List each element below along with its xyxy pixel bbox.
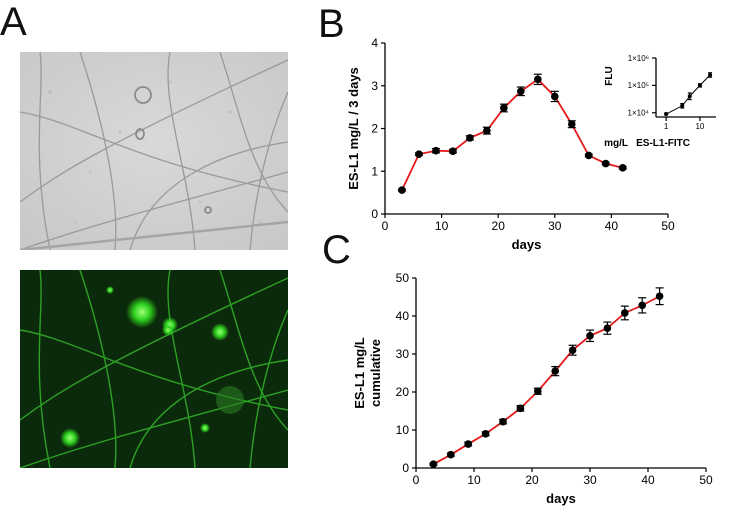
chart-b-inset-data-point <box>664 112 669 117</box>
chart-c-xtick-label: 40 <box>641 473 655 487</box>
chart-c-ytick-label: 40 <box>396 309 410 323</box>
chart-b-data-point <box>398 186 406 194</box>
chart-b-xtick-label: 0 <box>382 219 389 233</box>
chart-b-inset-data-point <box>680 103 685 108</box>
chart-c-data-point <box>499 417 507 426</box>
chart-c-ylabel-line: cumulative <box>368 339 383 407</box>
chart-c-data-point <box>429 460 438 469</box>
chart-c-ytick-label: 30 <box>396 347 410 361</box>
chart-b-ytick-label: 0 <box>371 207 378 221</box>
chart-c-xtick-label: 10 <box>467 473 481 487</box>
chart-c-ytick-label: 50 <box>396 271 410 285</box>
chart-b-inset-xtick-label: 1 <box>664 122 669 131</box>
panel-label-b: B <box>318 2 345 46</box>
chart-c-data-point <box>447 450 455 459</box>
chart-b-xtick-label: 10 <box>435 219 449 233</box>
panel-label-c: C <box>322 228 351 272</box>
chart-b-data-point <box>567 120 576 129</box>
chart-b-ylabel: ES-L1 mg/L / 3 days <box>346 67 361 190</box>
chart-b-xtick-label: 20 <box>492 219 506 233</box>
brightfield-micrograph <box>20 52 288 250</box>
chart-b-xtick-label: 30 <box>548 219 562 233</box>
chart-c-xtick-label: 50 <box>699 473 713 487</box>
chart-b-ytick-label: 4 <box>371 36 378 50</box>
chart-b-data-point <box>483 126 491 135</box>
chart-b-series-line <box>401 78 623 191</box>
chart-c-series-line <box>432 295 661 465</box>
chart-b-data-point <box>466 134 474 142</box>
chart-c-data-point <box>568 346 577 355</box>
chart-c-xtick-label: 0 <box>413 473 420 487</box>
chart-c-ytick-label: 10 <box>396 423 410 437</box>
chart-b-inset-ytick-label: 1×10⁴ <box>628 109 650 118</box>
fluorescence-micrograph <box>20 270 288 468</box>
chart-b-data-point <box>432 146 440 155</box>
chart-c-data-point <box>464 440 473 448</box>
chart-b-data-point <box>601 159 610 168</box>
chart-b-data-point <box>534 75 542 84</box>
chart-c-data-point <box>551 367 559 375</box>
chart-b-data-point <box>500 104 508 112</box>
chart-b-xlabel: days <box>512 237 542 252</box>
chart-b-inset-series-line <box>665 74 711 115</box>
chart-c-xtick-label: 20 <box>525 473 539 487</box>
chart-c-data-point <box>586 331 594 340</box>
chart-b-data-point <box>517 87 525 96</box>
chart-c-data-point <box>534 387 542 396</box>
chart-b-ytick-label: 3 <box>371 79 378 93</box>
chart-b-data-point <box>449 147 457 155</box>
chart-b-data-point <box>584 151 593 160</box>
chart-c-xlabel: days <box>546 491 576 506</box>
chart-c-ytick-label: 0 <box>402 461 409 475</box>
chart-c-xtick-label: 30 <box>583 473 597 487</box>
chart-c-data-point <box>516 404 525 413</box>
chart-c-data-point <box>603 324 612 332</box>
chart-b-data-point <box>618 164 627 172</box>
chart-b-inset-ytick-label: 1×10⁵ <box>628 81 649 90</box>
chart-c-data-point <box>481 430 490 438</box>
chart-b-inset-data-point <box>708 72 713 77</box>
chart-b-ytick-label: 1 <box>371 164 378 178</box>
chart-b-inset-data-point <box>697 83 702 88</box>
chart-b-data-point <box>551 92 559 101</box>
chart-c-data-point <box>638 301 646 310</box>
chart-b-ytick-label: 2 <box>371 122 378 136</box>
chart-b-inset-xlabel: mg/L ES-L1-FITC <box>604 138 690 149</box>
panel-label-a: A <box>0 0 27 44</box>
chart-b-inset-ylabel: FLU <box>604 66 615 85</box>
chart-c-data-point <box>621 309 629 317</box>
chart-b-inset-xtick-label: 10 <box>695 122 704 131</box>
chart-b-xtick-label: 40 <box>605 219 619 233</box>
chart-c-data-point <box>655 292 664 301</box>
chart-c-ytick-label: 20 <box>396 385 410 399</box>
chart-b-data-point <box>415 150 423 158</box>
chart-b-xtick-label: 50 <box>661 219 675 233</box>
chart-b-inset-ytick-label: 1×10⁶ <box>628 54 649 63</box>
chart-b-inset-data-point <box>687 94 692 99</box>
chart-c-ylabel-line: ES-L1 mg/L <box>352 337 367 409</box>
